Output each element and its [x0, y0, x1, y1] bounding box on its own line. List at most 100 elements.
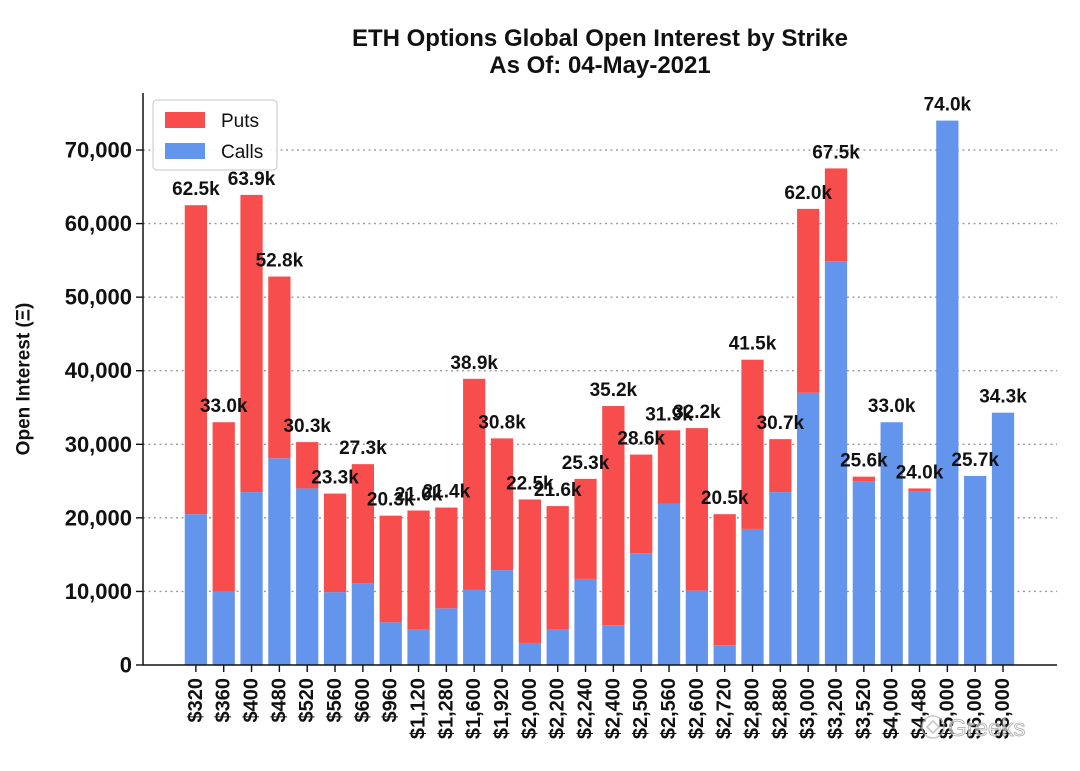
x-tick-label: $1,920	[491, 678, 513, 739]
puts-bar	[407, 510, 430, 630]
x-tick-label: $600	[352, 678, 374, 723]
x-tick-label: $2,500	[630, 678, 652, 739]
legend-swatch-calls	[165, 143, 205, 159]
total-label: 23.3k	[311, 468, 359, 489]
x-tick-label: $3,000	[797, 678, 819, 739]
x-tick-label: $3,200	[825, 678, 847, 739]
x-tick-label: $2,240	[575, 678, 597, 739]
y-tick-label: 0	[120, 653, 132, 678]
total-label: 41.5k	[729, 334, 777, 355]
y-tick-label: 40,000	[65, 358, 132, 383]
calls-bar	[574, 578, 597, 665]
chart-subtitle: As Of: 04-May-2021	[489, 52, 710, 79]
puts-bar	[713, 514, 736, 646]
total-label: 21.0k	[395, 485, 443, 506]
calls-bar	[379, 622, 402, 665]
calls-bar	[323, 592, 347, 665]
y-tick-label: 30,000	[65, 432, 132, 457]
x-tick-label: $2,800	[742, 678, 764, 739]
total-label: 33.0k	[868, 396, 916, 417]
calls-bar	[769, 492, 792, 665]
legend-swatch-puts	[165, 112, 205, 128]
total-label: 31.9k	[645, 404, 693, 425]
x-tick-label: $2,400	[602, 678, 624, 739]
calls-bar	[490, 570, 514, 665]
calls-bar	[240, 492, 263, 665]
total-label: 25.6k	[840, 451, 888, 472]
total-label: 28.6k	[617, 429, 665, 450]
calls-bar	[268, 458, 291, 665]
watermark-logo-mark	[925, 719, 941, 735]
y-tick-label: 10,000	[65, 579, 132, 604]
puts-bar	[268, 276, 291, 459]
x-tick-label: $960	[380, 678, 402, 723]
calls-bar	[852, 481, 875, 665]
calls-bar	[518, 642, 541, 665]
x-tick-label: $1,600	[463, 678, 485, 739]
puts-bar	[518, 499, 541, 643]
total-label: 38.9k	[450, 353, 498, 374]
puts-bar	[546, 506, 569, 630]
total-label: 35.2k	[590, 380, 638, 401]
y-tick-label: 20,000	[65, 505, 132, 530]
calls-bar	[435, 608, 458, 665]
puts-bar	[852, 476, 875, 482]
legend: Puts Calls	[152, 99, 278, 171]
x-tick-label: $3,520	[853, 678, 875, 739]
puts-bar	[657, 430, 681, 504]
total-label: 21.6k	[534, 480, 582, 501]
x-tick-label: $5,000	[936, 678, 958, 739]
puts-bar	[296, 442, 319, 489]
total-label: 30.3k	[283, 416, 331, 437]
calls-bar	[184, 514, 208, 665]
puts-bar	[351, 464, 375, 584]
calls-bar	[991, 412, 1015, 665]
total-label: 30.8k	[478, 412, 526, 433]
calls-bar	[407, 629, 430, 665]
puts-bar	[685, 428, 708, 591]
puts-bar	[824, 168, 848, 262]
x-tick-label: $2,560	[658, 678, 680, 739]
puts-bar	[184, 205, 208, 515]
calls-bar	[797, 392, 820, 665]
calls-bar	[657, 503, 681, 665]
gridlines	[143, 149, 1057, 593]
puts-bar	[490, 438, 514, 571]
total-label: 21.4k	[423, 482, 471, 503]
total-label: 32.2k	[673, 402, 721, 423]
puts-bar	[769, 439, 792, 493]
calls-bar	[351, 583, 375, 665]
puts-bar	[574, 478, 597, 579]
x-tick-label: $520	[296, 678, 318, 723]
x-tick-label: $560	[324, 678, 346, 723]
puts-bar	[908, 488, 931, 492]
y-tick-label: 50,000	[65, 285, 132, 310]
total-label: 62.5k	[172, 179, 220, 200]
total-label: 62.0k	[784, 183, 832, 204]
calls-bar	[908, 491, 931, 665]
total-label: 22.5k	[506, 473, 554, 494]
x-tick-label: $2,720	[714, 678, 736, 739]
calls-bar	[964, 475, 987, 665]
total-label: 74.0k	[924, 95, 972, 116]
total-label: 25.7k	[951, 450, 999, 471]
watermark-text: Greeks	[948, 715, 1025, 742]
calls-bar	[880, 422, 903, 665]
x-tick-label: $4,480	[909, 678, 931, 739]
total-label: 25.3k	[562, 453, 610, 474]
puts-bar	[602, 406, 625, 626]
total-label: 30.7k	[757, 413, 805, 434]
calls-bar	[630, 553, 653, 665]
y-tick-label: 70,000	[65, 138, 132, 163]
x-tick-label: $8,000	[992, 678, 1014, 739]
total-label: 63.9k	[228, 169, 276, 190]
total-label: 24.0k	[896, 462, 944, 483]
total-label: 34.3k	[979, 387, 1027, 408]
total-label: 33.0k	[200, 396, 248, 417]
calls-bar	[602, 625, 625, 665]
total-label: 52.8k	[256, 251, 304, 272]
puts-bar	[630, 454, 653, 554]
puts-bar	[741, 359, 764, 529]
watermark-logo-icon	[921, 715, 945, 739]
